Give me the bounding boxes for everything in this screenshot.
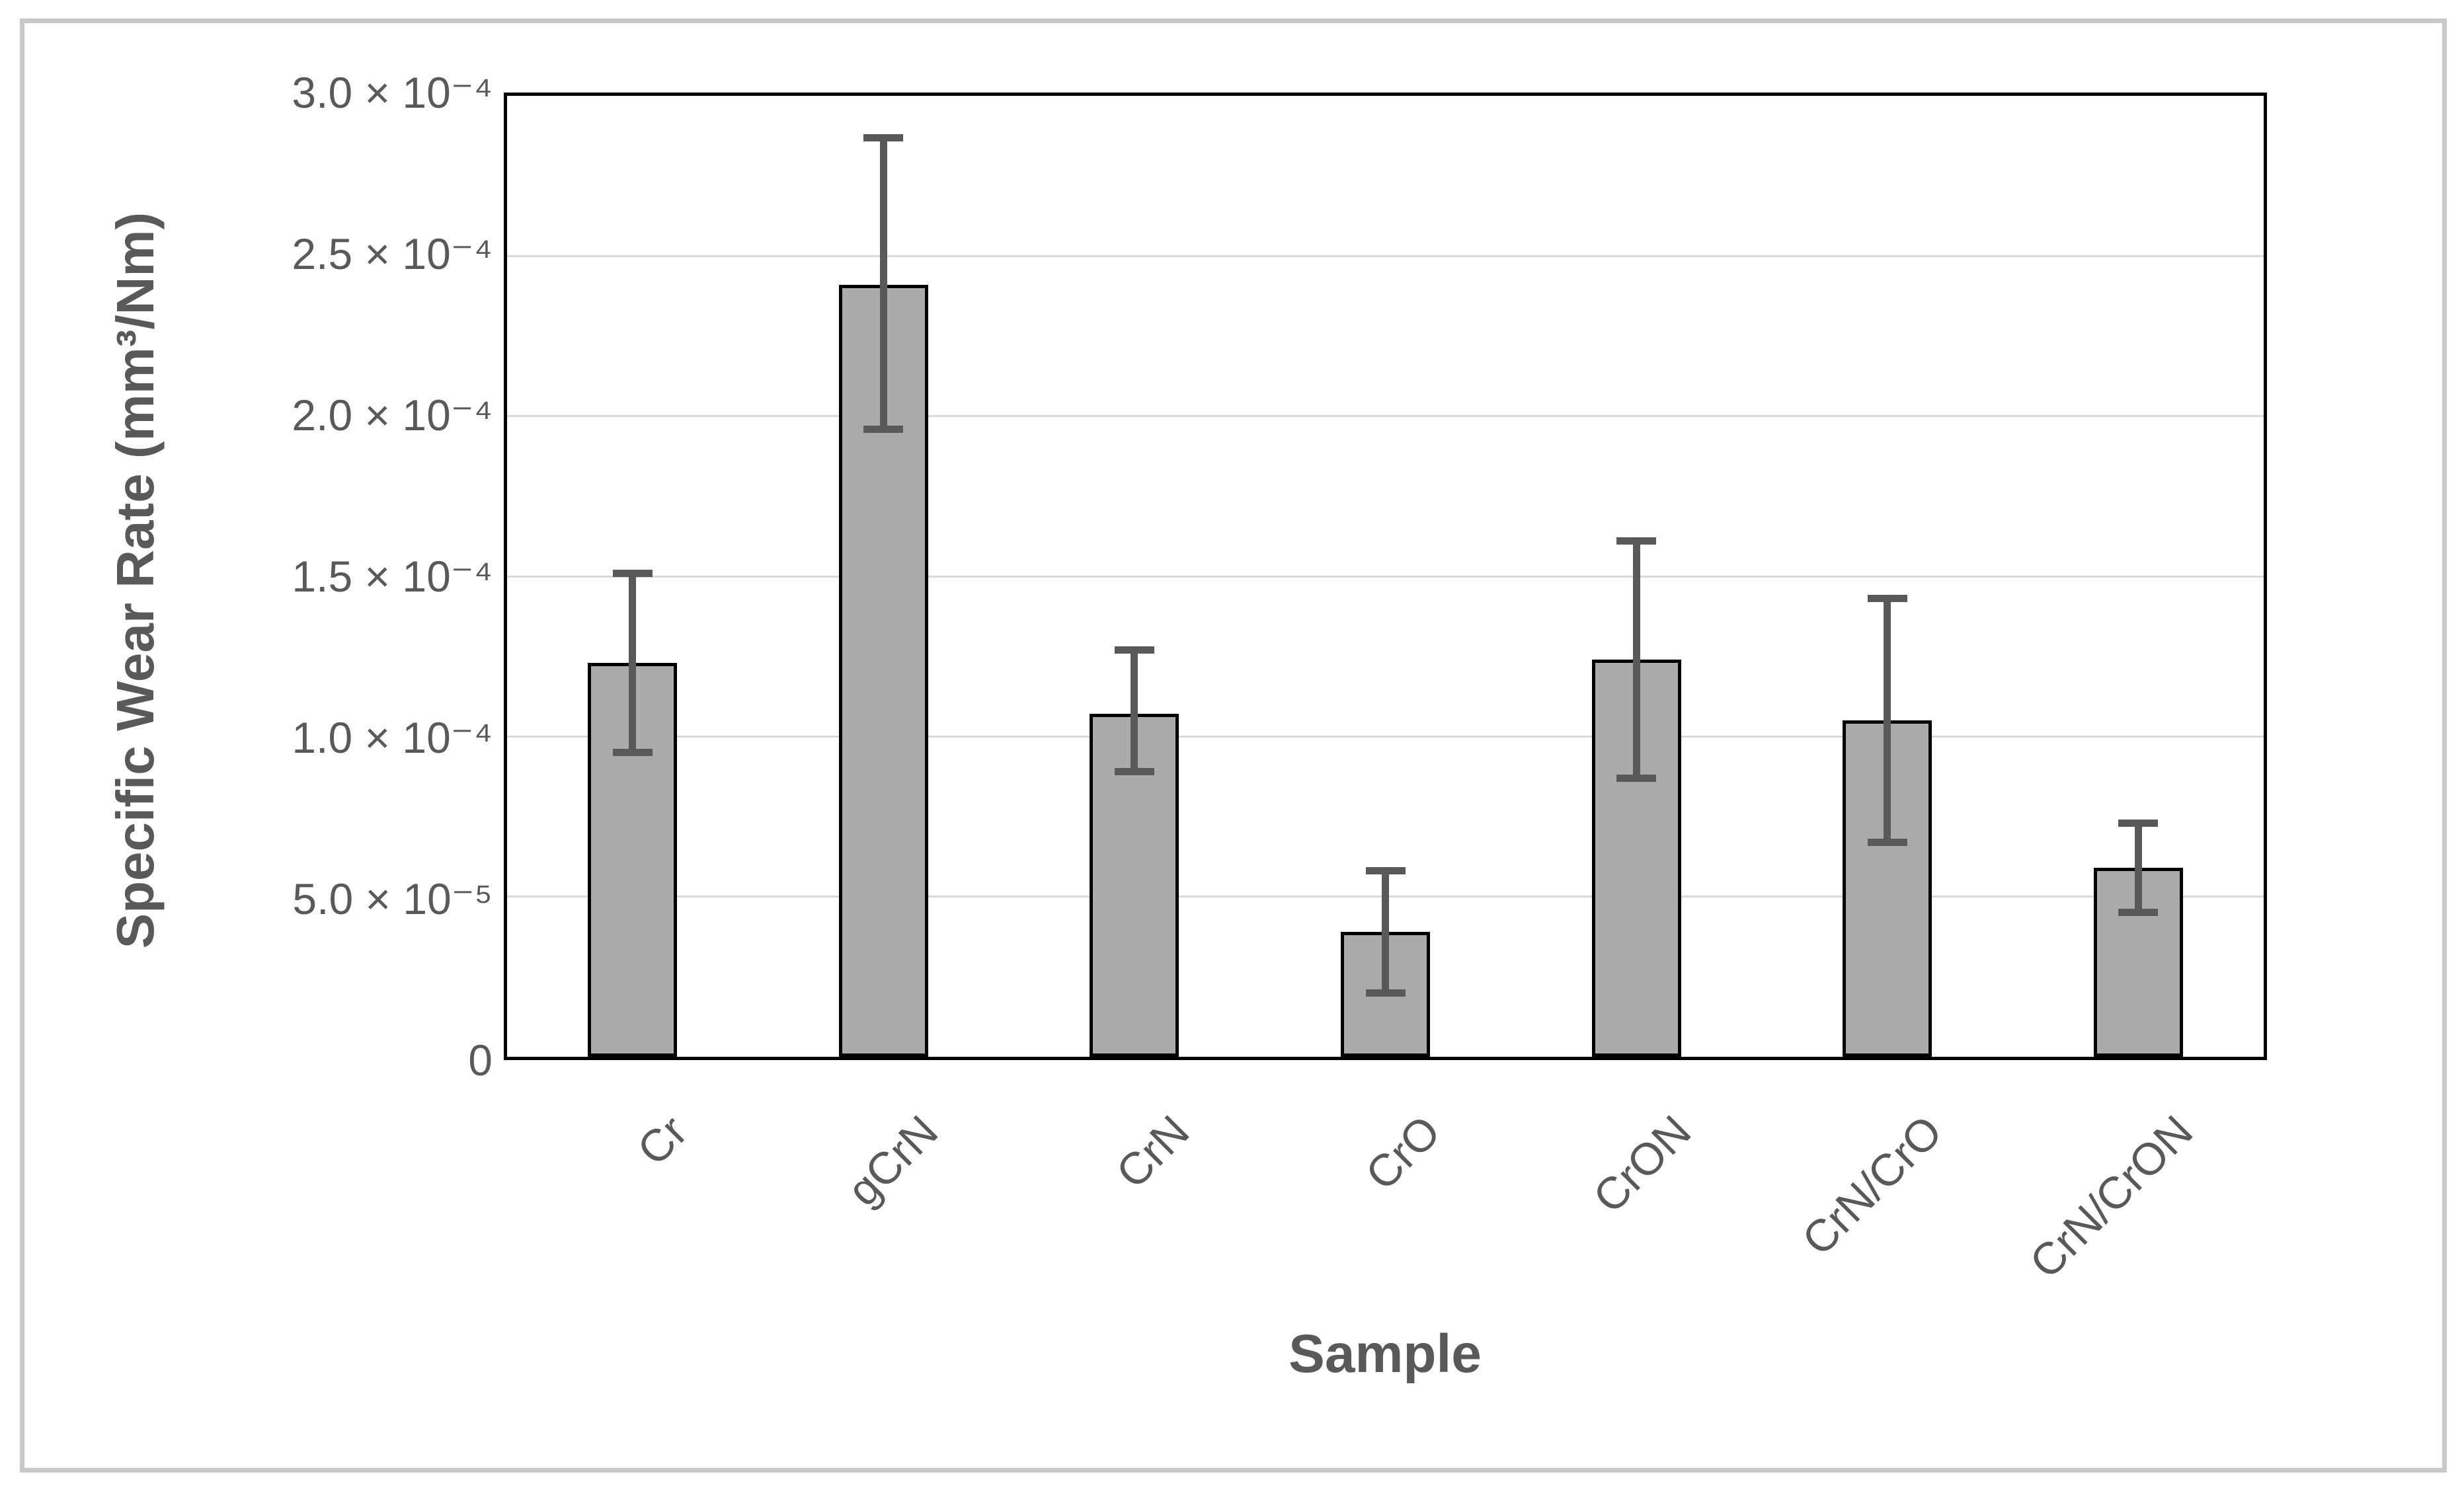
y-tick-label-4: 2.0 × 10⁻⁴	[292, 391, 493, 440]
gridline-4	[507, 415, 2264, 418]
error-bar-Cr	[629, 573, 637, 753]
error-bar-CrON	[1632, 541, 1640, 779]
error-cap-top-CrN	[1114, 646, 1154, 654]
y-tick-label-3: 1.5 × 10⁻⁴	[292, 552, 493, 601]
y-tick-label-2: 1.0 × 10⁻⁴	[292, 713, 493, 762]
error-cap-top-CrN/CrON	[2118, 819, 2159, 827]
error-cap-bottom-CrN/CrON	[2118, 909, 2159, 917]
error-cap-bottom-CrN	[1114, 768, 1154, 776]
error-cap-bottom-CrN/CrO	[1867, 838, 1907, 846]
error-bar-CrN/CrON	[2134, 823, 2142, 913]
error-cap-top-gCrN	[863, 134, 904, 141]
gridline-3	[507, 575, 2264, 578]
error-bar-CrO	[1382, 870, 1389, 993]
error-cap-bottom-CrON	[1616, 774, 1657, 782]
error-cap-top-CrN/CrO	[1867, 595, 1907, 603]
figure-frame	[20, 19, 2447, 1472]
y-tick-label-1: 5.0 × 10⁻⁵	[292, 874, 493, 923]
y-tick-label-0: 0	[468, 1036, 493, 1085]
gridline-5	[507, 254, 2264, 257]
x-axis-title: Sample	[1289, 1324, 1482, 1384]
plot-area	[504, 93, 2267, 1060]
error-bar-gCrN	[879, 137, 887, 430]
error-bar-CrN/CrO	[1884, 598, 1891, 843]
bar-Cr	[588, 662, 678, 1057]
y-tick-label-6: 3.0 × 10⁻⁴	[292, 68, 493, 117]
error-cap-top-Cr	[612, 569, 653, 577]
y-axis-title: Specific Wear Rate (mm³/Nm)	[106, 211, 165, 949]
error-cap-top-CrO	[1365, 867, 1406, 875]
error-bar-CrN	[1131, 650, 1138, 772]
error-cap-bottom-Cr	[612, 749, 653, 757]
y-tick-label-5: 2.5 × 10⁻⁴	[292, 229, 493, 278]
gridline-2	[507, 735, 2264, 738]
error-cap-bottom-gCrN	[863, 425, 904, 433]
error-cap-top-CrON	[1616, 537, 1657, 545]
error-cap-bottom-CrO	[1365, 989, 1406, 997]
